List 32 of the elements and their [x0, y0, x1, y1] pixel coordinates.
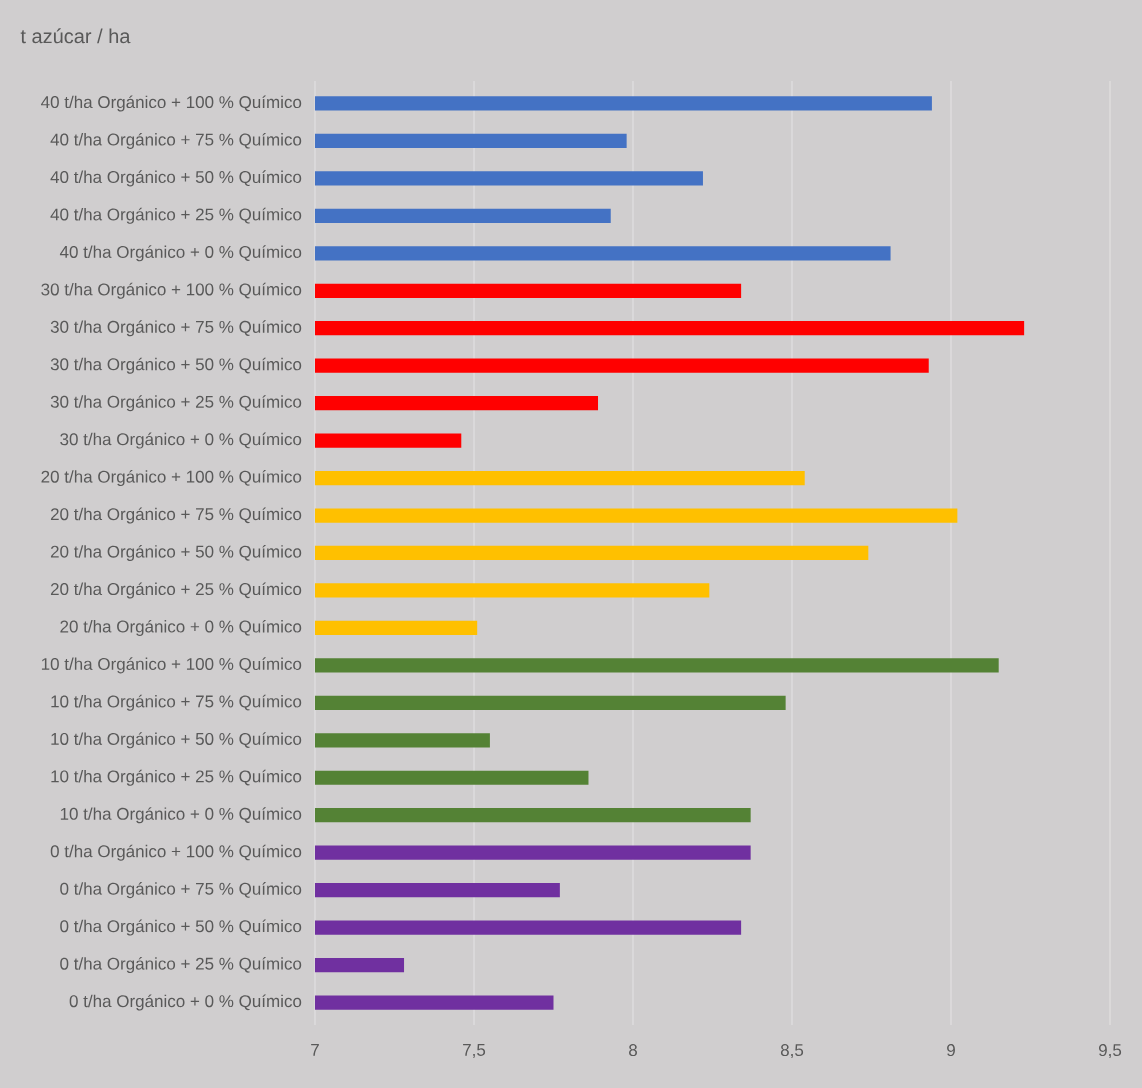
y-tick-label: 20 t/ha Orgánico + 100 % Químico — [41, 470, 302, 487]
y-tick-label: 0 t/ha Orgánico + 25 % Químico — [60, 957, 302, 974]
y-tick-label: 20 t/ha Orgánico + 0 % Químico — [60, 619, 302, 636]
y-tick-label: 20 t/ha Orgánico + 25 % Químico — [50, 582, 302, 599]
y-tick-label: 0 t/ha Orgánico + 50 % Químico — [60, 919, 302, 936]
y-tick-label: 40 t/ha Orgánico + 75 % Químico — [50, 132, 302, 149]
y-tick-label: 30 t/ha Orgánico + 75 % Químico — [50, 320, 302, 337]
y-tick-label: 40 t/ha Orgánico + 0 % Químico — [59, 245, 302, 262]
text: t azúcar / ha — [20, 28, 131, 44]
y-tick-label: 10 t/ha Orgánico + 25 % Químico — [51, 769, 302, 786]
y-tick-label: 40 t/ha Orgánico + 25 % Químico — [50, 207, 302, 224]
y-tick-label: 0 t/ha Orgánico + 100 % Químico — [50, 844, 302, 861]
x-tick-label: 8 — [629, 1044, 637, 1057]
y-tick-label: 30 t/ha Orgánico + 50 % Químico — [50, 357, 302, 374]
y-tick-label: 10 t/ha Orgánico + 75 % Químico — [51, 694, 302, 711]
y-tick-label: 10 t/ha Orgánico + 0 % Químico — [60, 807, 302, 824]
y-tick-label: 40 t/ha Orgánico + 50 % Químico — [50, 170, 302, 187]
x-tick-label: 9,5 — [1098, 1044, 1122, 1059]
x-tick-label: 7,5 — [463, 1044, 486, 1058]
y-tick-label: 30 t/ha Orgánico + 25 % Químico — [50, 395, 302, 412]
x-tick-label: 8,5 — [780, 1044, 804, 1059]
y-tick-label: 10 t/ha Orgánico + 100 % Químico — [41, 657, 302, 674]
y-tick-label: 0 t/ha Orgánico + 0 % Químico — [69, 994, 302, 1011]
y-tick-label: 40 t/ha Orgánico + 100 % Químico — [41, 95, 302, 112]
y-tick-label: 0 t/ha Orgánico + 75 % Químico — [60, 882, 302, 899]
y-tick-label: 20 t/ha Orgánico + 50 % Químico — [50, 544, 302, 561]
y-tick-label: 20 t/ha Orgánico + 75 % Químico — [50, 507, 302, 524]
y-tick-label: 30 t/ha Orgánico + 100 % Químico — [41, 282, 302, 299]
y-tick-label: 30 t/ha Orgánico + 0 % Químico — [60, 432, 302, 449]
x-tick-label: 7 — [311, 1044, 319, 1056]
y-tick-label: 10 t/ha Orgánico + 50 % Químico — [51, 732, 302, 749]
x-tick-label: 9 — [947, 1044, 955, 1057]
